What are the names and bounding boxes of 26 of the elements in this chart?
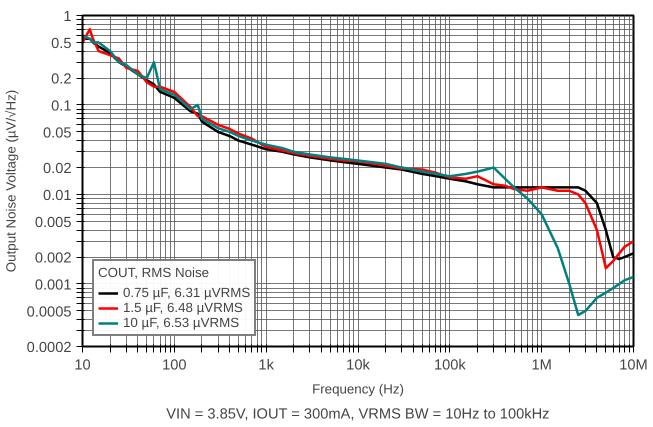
x-tick-label: 100: [162, 358, 187, 374]
y-tick-label: 0.01: [42, 188, 72, 204]
y-tick-label: 0.002: [34, 250, 72, 267]
x-tick-label: 1M: [531, 358, 552, 374]
y-tick-label: 0.2: [51, 72, 72, 88]
y-tick-label: 0.1: [51, 98, 72, 114]
x-tick-label: 1k: [258, 358, 275, 374]
y-tick-label: 0.02: [42, 161, 72, 178]
y-tick-label: 0.001: [34, 277, 72, 294]
y-tick-label: 0.05: [42, 125, 72, 142]
y-axis-title: Output Noise Voltage (µV/√Hz): [4, 90, 19, 272]
x-tick-label: 10: [74, 358, 91, 374]
text: VIN = 3.85V, IOUT = 300mA, VRMS BW = 10Hz to 100kHz: [166, 406, 550, 422]
y-tick-label: 0.0002: [26, 340, 72, 356]
x-tick-label: 10M: [619, 358, 648, 374]
y-tick-label: 1: [63, 9, 72, 25]
x-axis-title: Frequency (Hz): [312, 382, 404, 396]
x-tick-label: 10k: [346, 358, 370, 374]
y-tick-label: 0.0005: [26, 304, 72, 320]
legend-title: COUT, RMS Noise: [98, 265, 210, 280]
y-tick-label: 0.005: [34, 214, 72, 231]
legend-label: 1.5 µF, 6.48 µVRMS: [123, 300, 243, 315]
x-tick-label: 100k: [434, 358, 466, 374]
legend-label: 10 µF, 6.53 µVRMS: [123, 315, 240, 330]
y-tick-label: 0.5: [51, 36, 72, 52]
legend-label: 0.75 µF, 6.31 µVRMS: [123, 285, 250, 300]
